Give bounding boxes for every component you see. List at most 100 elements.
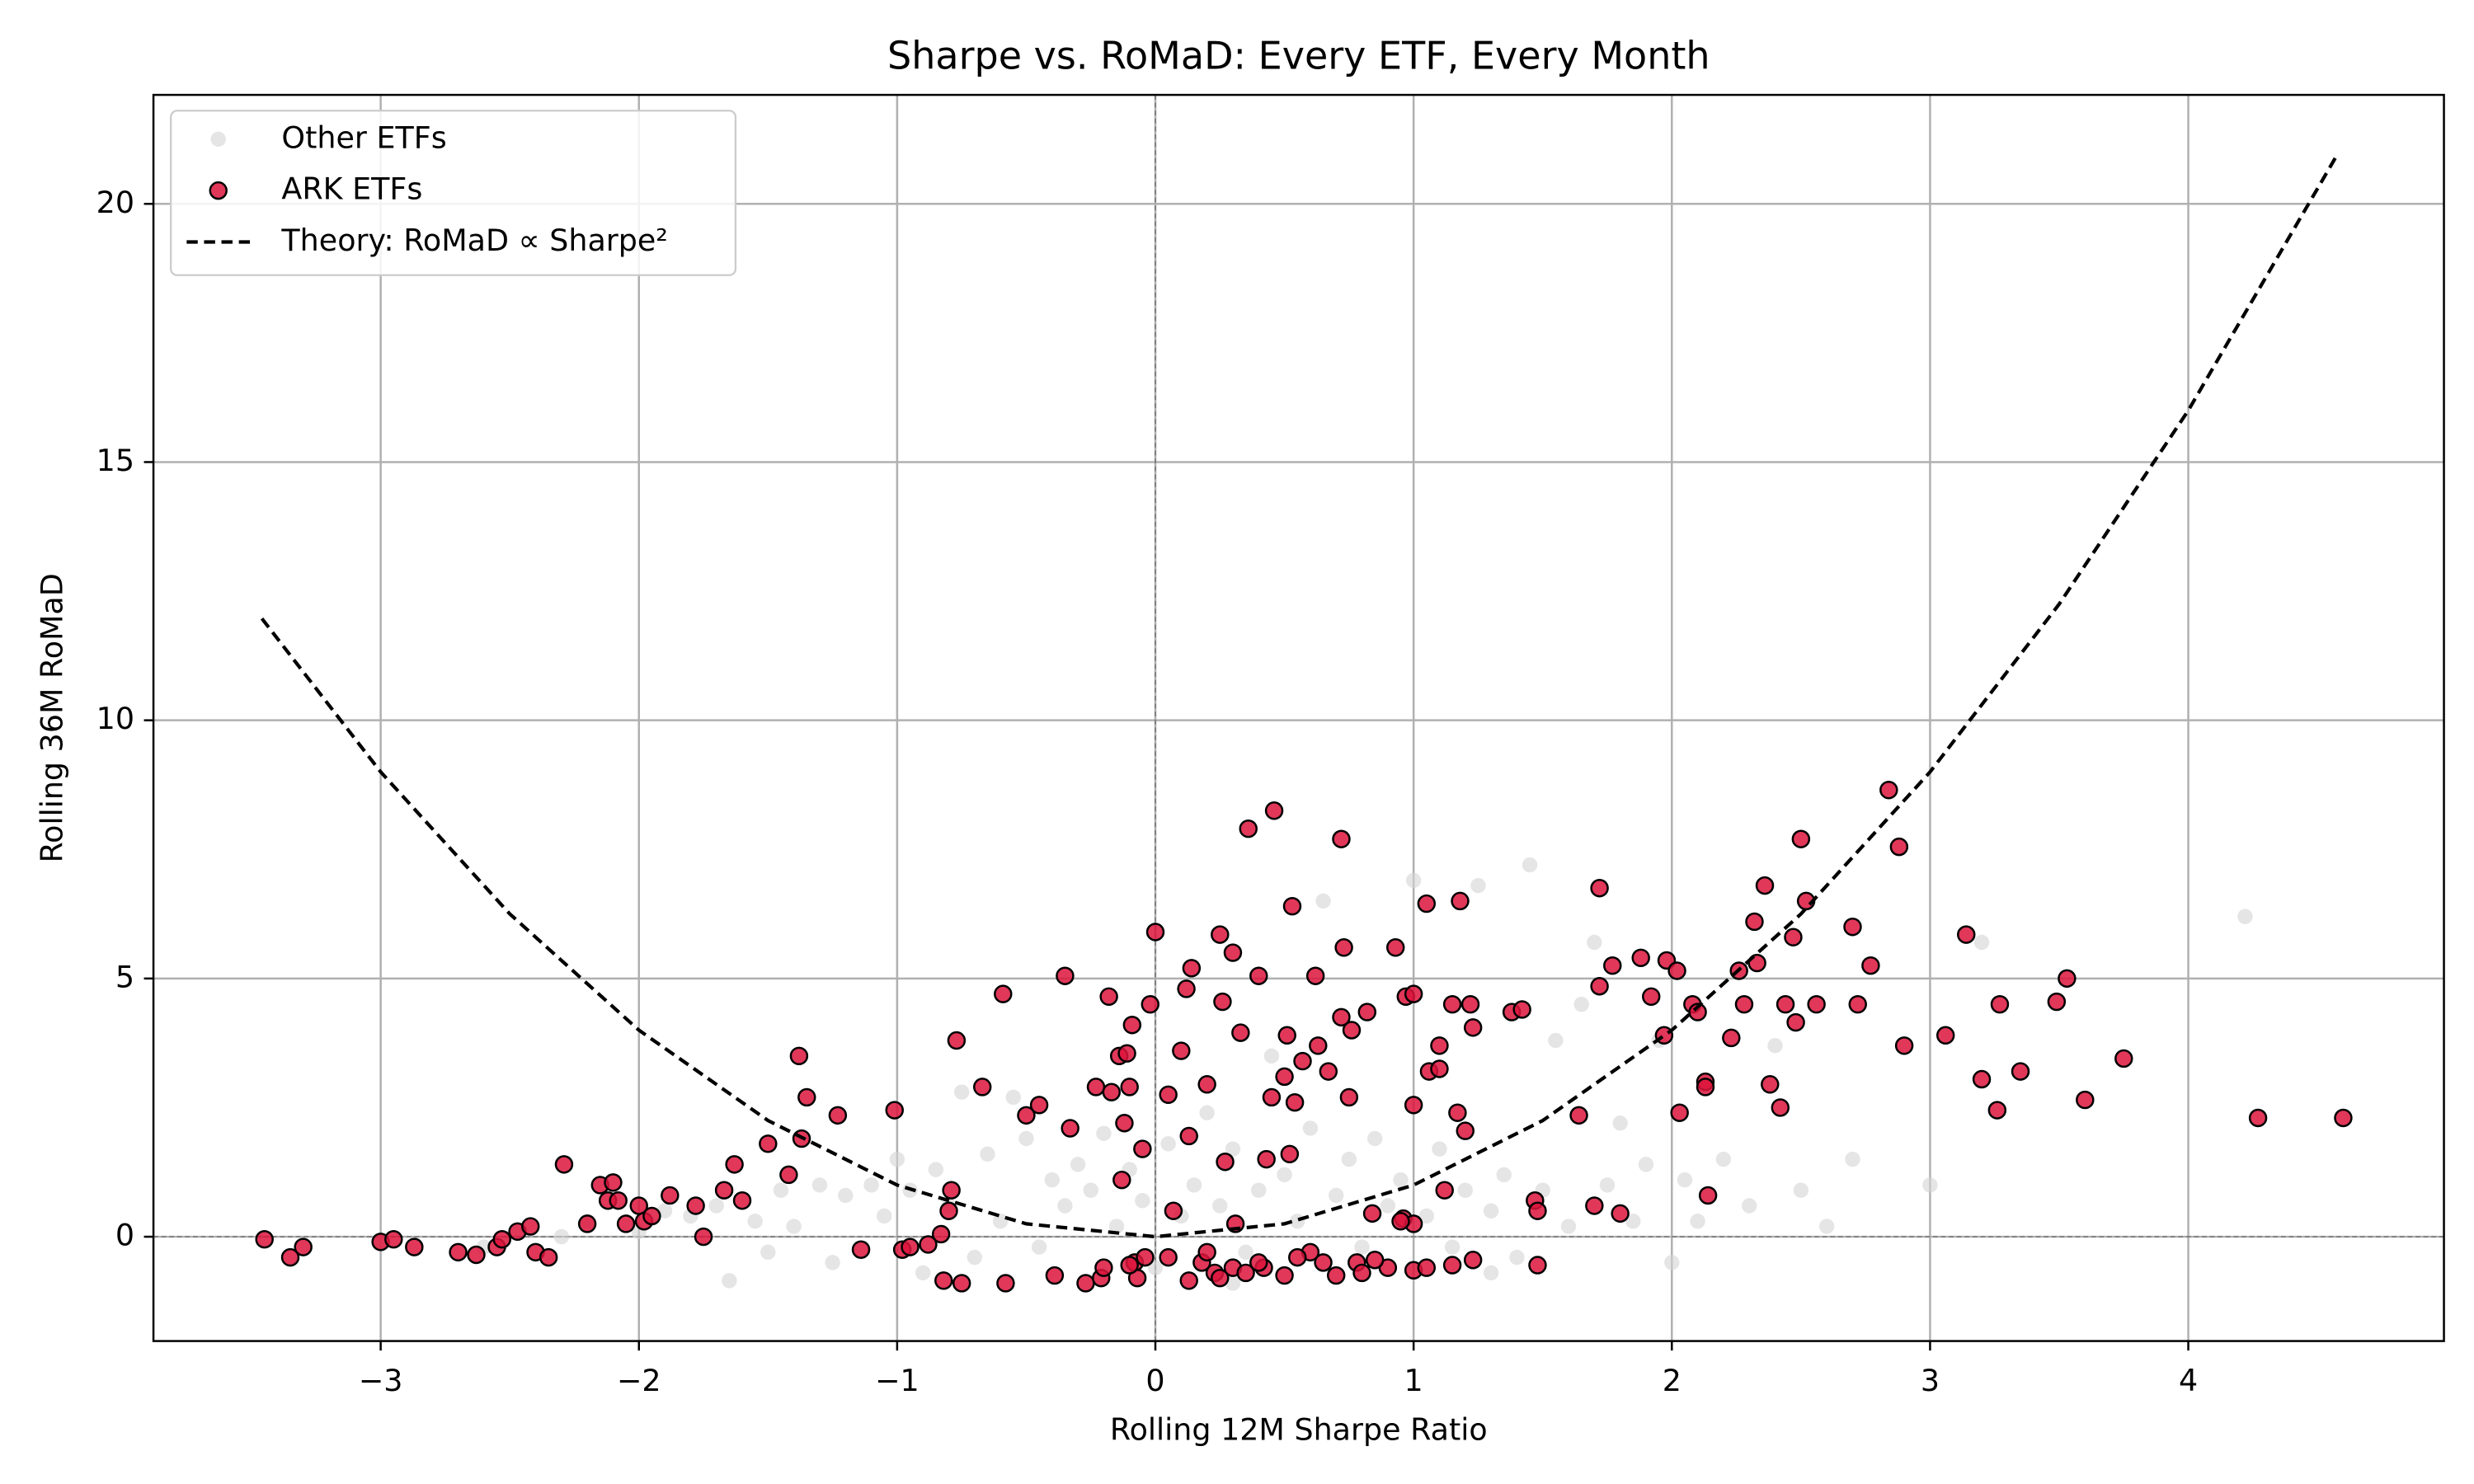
marks [255,152,2353,1293]
point [492,1229,512,1249]
x-tick-label: −2 [617,1363,661,1398]
point [1509,1249,1525,1266]
point [1211,925,1230,944]
point [1432,1141,1447,1157]
point [747,1214,763,1229]
point [1512,1000,1531,1019]
point [1784,928,1803,946]
point [1096,1125,1112,1141]
x-tick-label: −3 [359,1363,403,1398]
point [2011,1062,2030,1081]
point [1957,925,1976,944]
point [1442,1256,1462,1275]
point [2047,992,2067,1012]
point [1141,994,1159,1014]
point [609,1190,628,1210]
point [1590,977,1609,996]
chart-title: Sharpe vs. RoMaD: Every ETF, Every Month [887,33,1710,77]
point [1315,893,1331,909]
point [889,1151,905,1167]
point [1182,959,1202,978]
point [994,984,1013,1003]
point [1212,1198,1228,1214]
point [1225,1141,1241,1157]
point [1122,1016,1142,1035]
point [1696,1078,1715,1097]
point [901,1237,920,1256]
point [732,1190,752,1210]
point [521,1217,540,1236]
point [1275,1067,1294,1087]
point [1302,1120,1319,1136]
point [1329,1187,1344,1204]
point [1670,1103,1689,1122]
point [1483,1265,1499,1281]
point [1239,819,1258,838]
point [1776,994,1795,1014]
point [616,1214,636,1233]
point [1457,1182,1473,1198]
point [942,1181,961,1200]
point [1099,987,1118,1007]
point [779,1165,798,1185]
point [1197,1242,1216,1262]
point [996,1274,1015,1293]
point [1470,877,1486,894]
point [1417,894,1437,913]
point [877,1208,892,1224]
point [1404,1096,1423,1115]
point [1238,1244,1253,1261]
point [1277,1026,1296,1045]
x-tick-label: 0 [1145,1363,1164,1398]
point [1688,1003,1707,1021]
point [1590,879,1609,898]
plot-frame [152,93,2445,1342]
point [1742,1198,1757,1214]
point [786,1219,802,1234]
point [722,1273,737,1289]
point [953,1084,970,1100]
x-tick-label: −1 [875,1363,920,1398]
point [1845,1151,1860,1167]
point [294,1237,313,1256]
point [972,1078,992,1097]
point [1879,781,1898,800]
point [577,1214,597,1233]
point [1136,1247,1155,1267]
point [686,1196,705,1215]
point [1211,1268,1230,1288]
point [1005,1089,1022,1106]
point [1404,984,1423,1003]
point [1354,1239,1370,1255]
point [1767,1038,1783,1054]
point [1045,1266,1065,1285]
point [1573,996,1589,1012]
point [2237,909,2253,924]
point [1522,857,1538,873]
point [1456,1121,1475,1140]
point [1314,1253,1333,1272]
point [1293,1051,1312,1071]
point [714,1181,734,1200]
point [384,1229,403,1249]
point [1341,1151,1357,1167]
point [405,1237,424,1256]
x-axis-label: Rolling 12M Sharpe Ratio [1110,1411,1488,1447]
point [1698,1186,1718,1205]
point [1791,829,1811,848]
point [1305,966,1325,985]
point [2334,1108,2353,1128]
point [1172,1041,1191,1060]
point [1159,1247,1178,1267]
point [1548,1032,1564,1049]
point [1263,1048,1280,1064]
point [1722,1028,1741,1048]
point [1251,1182,1267,1198]
point [1631,948,1650,968]
point [1186,1177,1202,1193]
point [2248,1108,2268,1128]
point [1319,1062,1338,1081]
y-tick-label: 20 [96,185,134,220]
point [1625,1214,1641,1229]
